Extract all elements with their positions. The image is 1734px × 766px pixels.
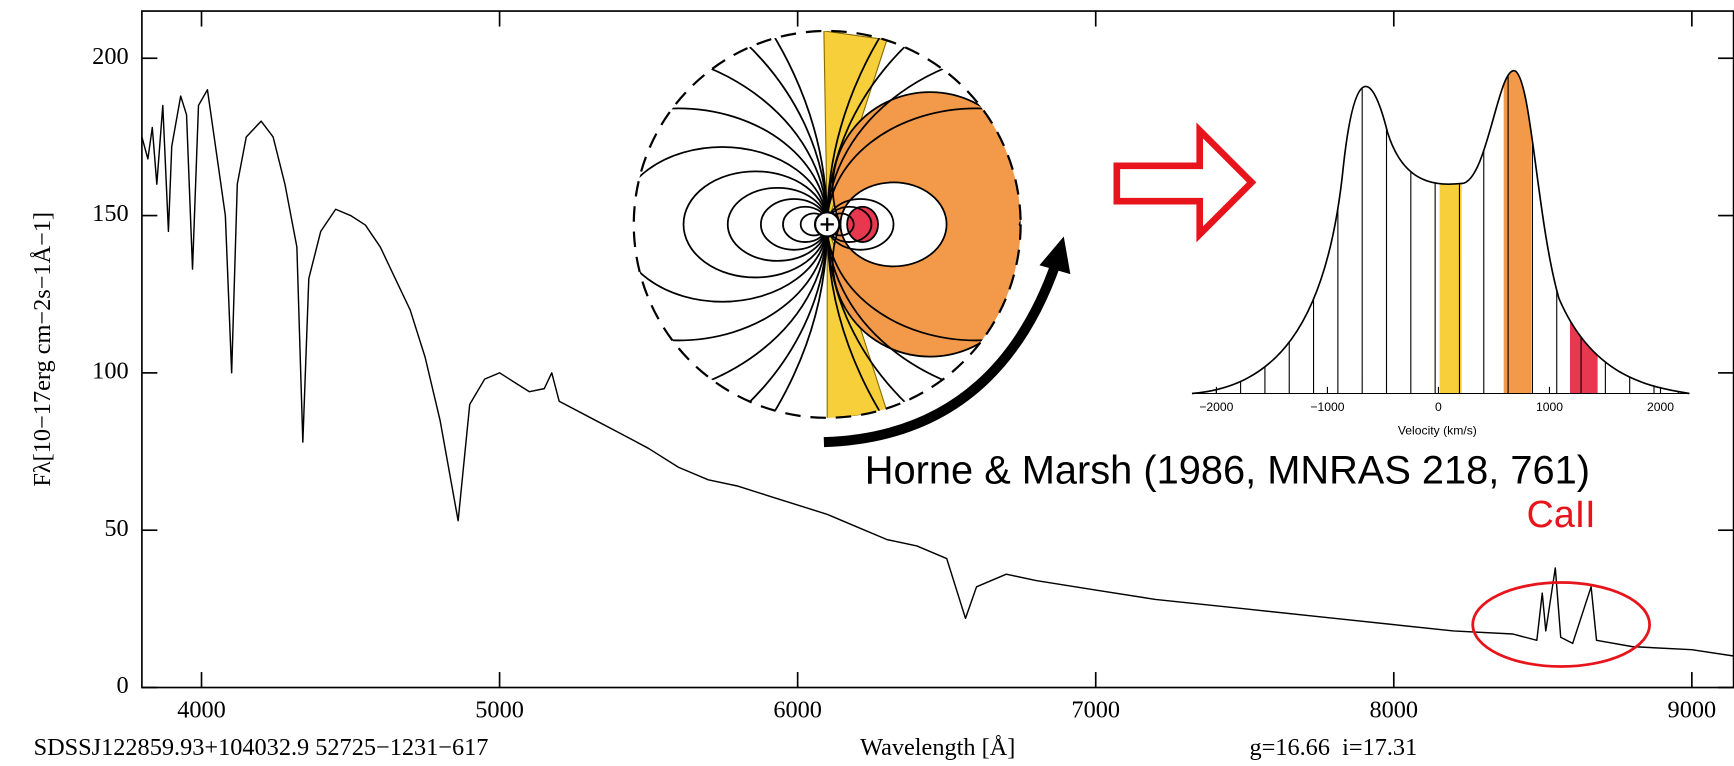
inset-axes: −2000 −1000 0 1000 2000: [1199, 386, 1674, 414]
highlight-ellipse: [1471, 581, 1651, 668]
x-tick-label: 7000: [1071, 696, 1120, 723]
x-tick-label: 9000: [1668, 696, 1717, 723]
x-tick-label: 5000: [475, 696, 524, 723]
object-id: SDSSJ122859.93+104032.9 52725−1231−617: [34, 734, 489, 761]
curved-arrow: [823, 261, 1061, 448]
y-tick-label: 100: [92, 357, 128, 384]
x-tick-label: 4000: [177, 696, 226, 723]
arrow-head: [1039, 236, 1071, 275]
magnitudes: g=16.66 i=17.31: [1249, 734, 1417, 761]
disk-diagram: [632, 29, 1022, 419]
y-tick-label: 200: [92, 43, 128, 70]
y-tick-label: 50: [104, 515, 128, 542]
reference: Horne & Marsh (1986, MNRAS 218, 761): [865, 449, 1590, 493]
line-label: CaII: [1527, 493, 1596, 535]
x-axis-label: Wavelength [Å]: [860, 734, 1015, 761]
axes: 0 50 100 150 200 4000 5000 6000 7000 8000 9000: [92, 11, 1734, 723]
inset-x-label: Velocity (km/s): [1398, 423, 1477, 437]
red-arrow: [1113, 122, 1257, 243]
inset-x-tick-label: −1000: [1310, 400, 1344, 414]
y-tick-label: 0: [116, 672, 128, 699]
line-profile: [1191, 69, 1690, 395]
x-tick-label: 6000: [773, 696, 822, 723]
inset-x-tick-label: 1000: [1536, 400, 1563, 414]
inset-x-tick-label: −2000: [1199, 400, 1233, 414]
inset-x-tick-label: 2000: [1647, 400, 1674, 414]
x-tick-label: 8000: [1369, 696, 1418, 723]
spectrum-line: [141, 89, 1734, 657]
inset-x-tick-label: 0: [1435, 400, 1442, 414]
y-axis-label: Fλ[10−17erg cm−2s−1Å−1]: [29, 212, 56, 487]
y-tick-label: 150: [92, 200, 128, 227]
